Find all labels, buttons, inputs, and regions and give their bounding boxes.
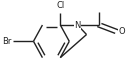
Text: N: N [74, 21, 81, 29]
Text: Br: Br [2, 37, 12, 46]
Text: O: O [119, 27, 125, 36]
Text: Cl: Cl [56, 1, 64, 10]
